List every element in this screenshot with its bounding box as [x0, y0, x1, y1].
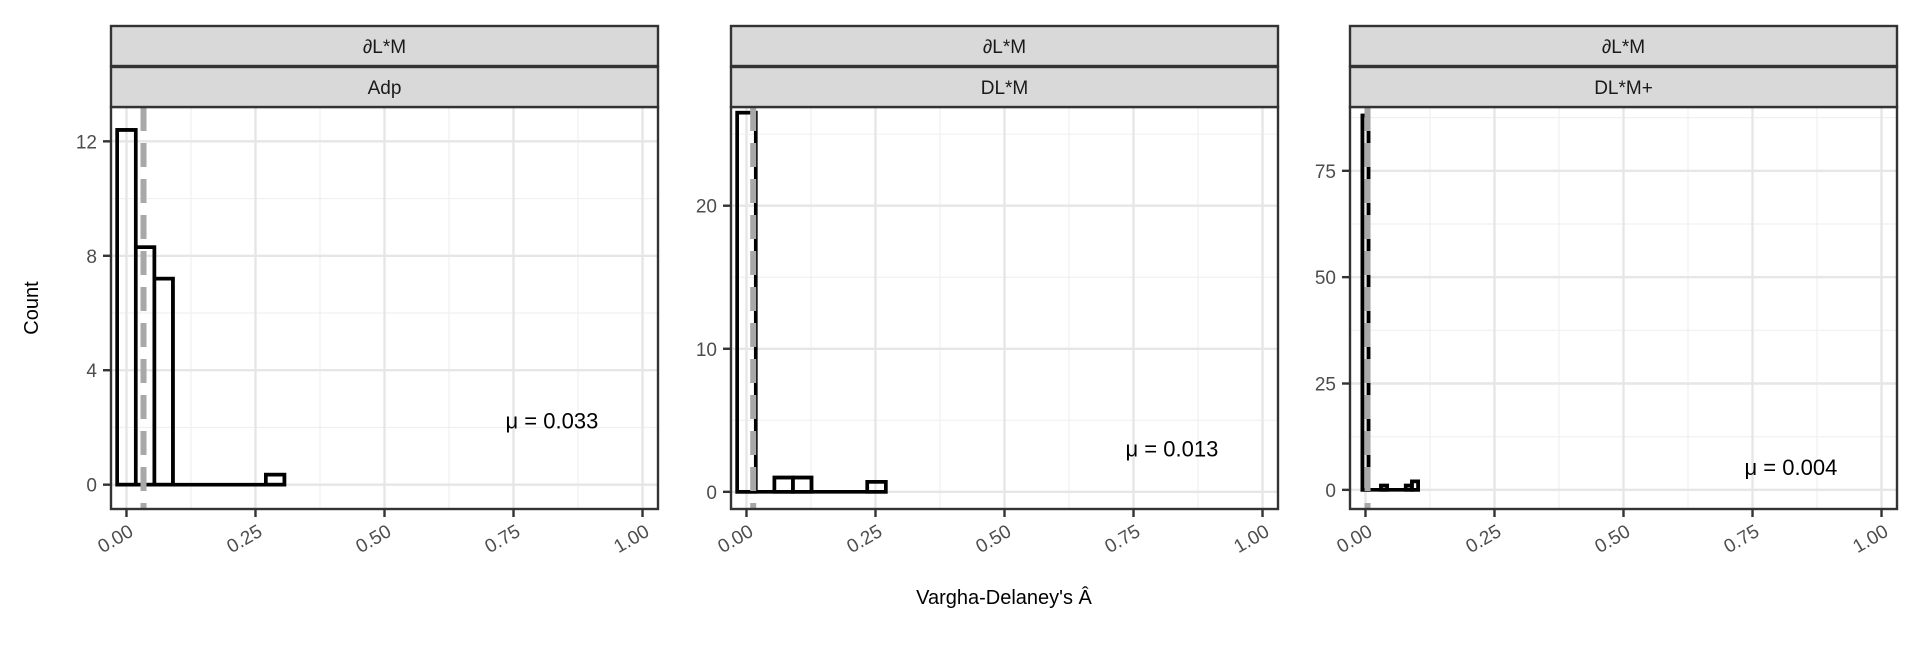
facet-strip-bottom-label: DL*M+: [1594, 78, 1653, 99]
y-tick-label: 0: [706, 483, 717, 504]
x-axis-title: Vargha-Delaney's Â: [916, 586, 1092, 609]
x-tick-label: 1.00: [1849, 521, 1892, 558]
x-tick-label: 0.25: [1462, 521, 1505, 558]
facet-strip-top: [109, 24, 660, 68]
facet-strip-top: [729, 24, 1280, 68]
y-tick-label: 25: [1315, 375, 1336, 396]
x-tick-label: 0.25: [223, 521, 266, 558]
y-tick-label: 10: [696, 340, 717, 361]
x-tick-label: 0.25: [843, 521, 886, 558]
facet-strip-bottom-label: Adp: [368, 78, 402, 99]
x-tick-label: 0.75: [481, 521, 524, 558]
x-tick-label: 0.75: [1101, 521, 1144, 558]
x-tick-label: 0.00: [714, 521, 757, 558]
histogram-bar: [791, 475, 814, 494]
y-tick-label: 50: [1315, 268, 1336, 289]
facet-strip-top: [1348, 24, 1899, 68]
mean-annotation: μ = 0.013: [1126, 437, 1219, 462]
x-tick-label: 1.00: [1230, 521, 1273, 558]
facet-strip-top-label: ∂L*M: [363, 37, 406, 58]
y-axis-title: Count: [21, 281, 43, 335]
x-tick-label: 0.50: [352, 521, 395, 558]
mean-annotation: μ = 0.033: [506, 409, 599, 434]
y-tick-label: 8: [86, 247, 97, 268]
y-tick-label: 12: [76, 132, 97, 153]
facet-strip-top-label: ∂L*M: [1602, 37, 1645, 58]
x-tick-label: 0.00: [1333, 521, 1376, 558]
x-tick-label: 0.50: [1591, 521, 1634, 558]
facet-strip-bottom: [729, 65, 1280, 109]
x-tick-label: 0.00: [94, 521, 137, 558]
x-tick-label: 0.75: [1720, 521, 1763, 558]
mean-annotation: μ = 0.004: [1745, 455, 1838, 480]
y-tick-label: 20: [696, 197, 717, 218]
histogram-bar: [264, 472, 287, 487]
y-tick-label: 0: [86, 476, 97, 497]
x-tick-label: 0.50: [972, 521, 1015, 558]
facet-panel: μ = 0.033 ∂L*M Adp 0 4 8 12 0.00 0.25 0.50 0.75 1.0…: [76, 24, 660, 558]
facet-panel: μ = 0.013 ∂L*M DL*M 0 10 20 0.00 0.25 0.50 0.75 1.…: [696, 24, 1280, 558]
facet-strip-bottom: [1348, 65, 1899, 109]
y-tick-label: 4: [86, 361, 97, 382]
facet-strip-bottom: [109, 65, 660, 109]
histogram-bar: [1410, 479, 1420, 492]
histogram-bar: [1379, 483, 1389, 492]
histogram-bar: [152, 276, 175, 487]
y-tick-label: 75: [1315, 162, 1336, 183]
x-tick-label: 1.00: [610, 521, 653, 558]
facet-panel: μ = 0.004 ∂L*M DL*M+ 0 25 50 75 0.00 0.25 0.50 0.7…: [1315, 24, 1899, 558]
histogram-bar: [865, 480, 888, 494]
facet-strip-bottom-label: DL*M: [981, 78, 1029, 99]
y-tick-label: 0: [1325, 481, 1336, 502]
facet-strip-top-label: ∂L*M: [983, 37, 1026, 58]
